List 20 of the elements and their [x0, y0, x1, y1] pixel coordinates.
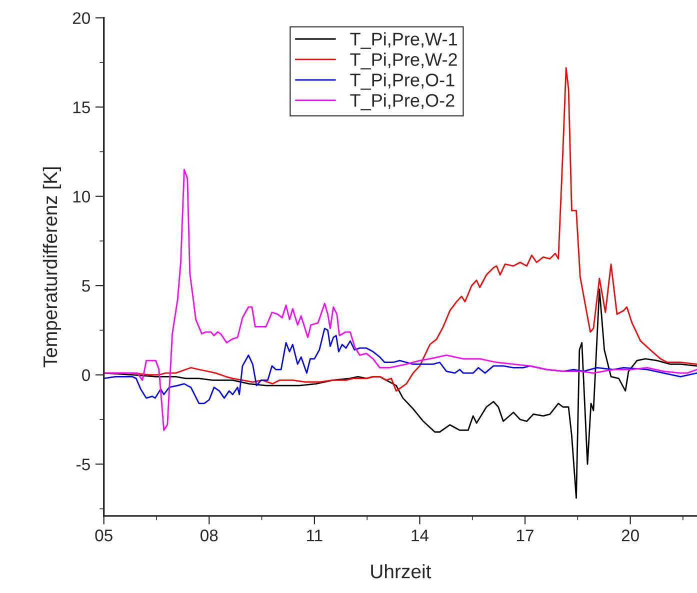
- y-tick-label: -5: [76, 458, 90, 470]
- legend-label: T_Pi,Pre,O-1: [350, 73, 454, 90]
- y-tick-label: 10: [73, 190, 90, 203]
- x-axis-title: Uhrzeit: [371, 564, 432, 578]
- x-tick-label: 17: [517, 530, 534, 542]
- legend-label: T_Pi,Pre,W-1: [350, 32, 457, 49]
- x-tick-label: 08: [200, 530, 218, 542]
- legend-label: T_Pi,Pre,O-2: [350, 94, 454, 110]
- y-axis-title: Temperaturdifferenz [K]: [42, 167, 62, 368]
- y-tick-label: 15: [73, 102, 90, 114]
- x-tick-label: 11: [307, 530, 322, 542]
- line-series: [104, 328, 697, 404]
- y-tick-label: 0: [82, 369, 90, 382]
- legend-label: T_Pi,Pre,W-2: [350, 52, 457, 70]
- x-tick-label: 05: [95, 530, 112, 542]
- x-tick-label: 14: [412, 530, 429, 542]
- line-series: [104, 168, 697, 431]
- y-tick-label: 20: [72, 12, 90, 24]
- x-tick-label: 20: [622, 530, 639, 542]
- y-tick-label: 5: [82, 280, 90, 292]
